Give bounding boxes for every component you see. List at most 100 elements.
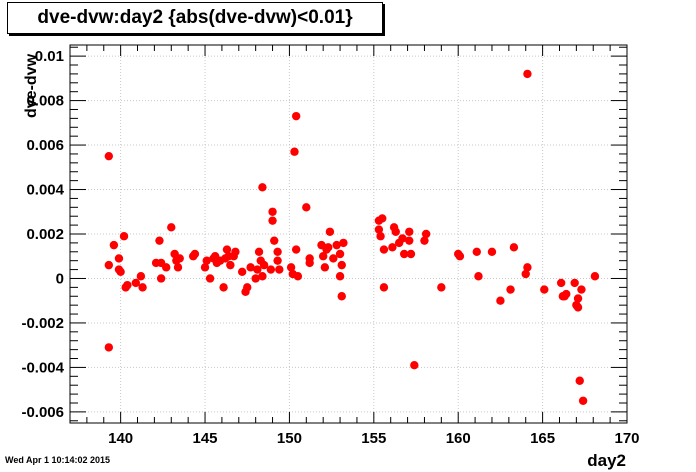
timestamp-footer: Wed Apr 1 10:14:02 2015 bbox=[5, 455, 111, 465]
plot-frame bbox=[69, 44, 628, 424]
data-point bbox=[420, 236, 429, 245]
data-point bbox=[254, 247, 264, 256]
data-point bbox=[325, 227, 335, 236]
y-axis-label: dve-dvw bbox=[23, 53, 40, 118]
data-point bbox=[200, 263, 210, 272]
data-point bbox=[119, 232, 129, 241]
data-point bbox=[388, 243, 397, 252]
data-point bbox=[332, 240, 341, 250]
x-tick-label: 140 bbox=[108, 430, 133, 447]
data-point bbox=[521, 269, 530, 279]
data-point bbox=[337, 260, 346, 270]
data-point bbox=[104, 343, 114, 352]
data-point bbox=[379, 245, 389, 254]
data-point bbox=[573, 303, 583, 312]
data-point bbox=[335, 272, 345, 281]
data-point bbox=[410, 360, 419, 370]
y-tick-label: 0.008 bbox=[26, 93, 64, 110]
data-point bbox=[374, 225, 384, 234]
data-point bbox=[175, 254, 184, 263]
data-point bbox=[523, 69, 532, 79]
data-point bbox=[123, 280, 132, 290]
data-point bbox=[167, 223, 176, 232]
x-tick-label: 170 bbox=[614, 430, 639, 447]
data-point bbox=[405, 227, 414, 236]
data-point bbox=[253, 265, 262, 274]
data-point bbox=[205, 274, 215, 283]
data-point bbox=[173, 263, 183, 272]
chart-title-box: dve-dvw:day2 {abs(dve-dvw)<0.01} bbox=[7, 2, 383, 34]
data-point bbox=[291, 111, 301, 121]
data-point bbox=[131, 278, 141, 288]
data-point bbox=[273, 247, 282, 256]
data-point bbox=[109, 240, 119, 250]
y-tick-label: 0.002 bbox=[26, 226, 64, 243]
data-point bbox=[337, 292, 346, 301]
data-point bbox=[405, 236, 414, 245]
data-point bbox=[302, 203, 311, 212]
data-point bbox=[259, 260, 269, 270]
data-point bbox=[590, 272, 600, 281]
y-tick-label: -0.006 bbox=[21, 404, 64, 421]
data-point bbox=[320, 263, 330, 272]
data-point bbox=[324, 243, 333, 252]
data-point bbox=[273, 256, 282, 265]
data-point bbox=[305, 258, 314, 268]
data-point bbox=[116, 267, 125, 276]
data-point bbox=[104, 260, 114, 270]
data-point bbox=[237, 267, 247, 276]
x-tick-label: 155 bbox=[361, 430, 386, 447]
data-point bbox=[270, 236, 279, 245]
data-point bbox=[156, 274, 166, 283]
data-point bbox=[487, 247, 497, 256]
chart-title: dve-dvw:day2 {abs(dve-dvw)<0.01} bbox=[37, 7, 353, 28]
data-point bbox=[578, 396, 588, 405]
x-axis-ticks: 140 145 150 155 160 165 170 bbox=[69, 45, 640, 447]
x-tick-label: 145 bbox=[193, 430, 218, 447]
data-point bbox=[114, 254, 124, 263]
y-tick-label: 0.006 bbox=[26, 137, 64, 154]
data-point bbox=[335, 249, 345, 259]
data-point bbox=[379, 283, 389, 292]
data-point bbox=[219, 283, 228, 292]
y-tick-label: -0.002 bbox=[21, 315, 64, 332]
data-point bbox=[268, 207, 277, 216]
data-point bbox=[291, 245, 301, 254]
data-point bbox=[202, 256, 211, 265]
data-point bbox=[575, 376, 584, 385]
data-points bbox=[104, 69, 600, 405]
data-point bbox=[226, 260, 235, 270]
data-point bbox=[562, 289, 571, 299]
x-tick-label: 160 bbox=[446, 430, 471, 447]
data-point bbox=[496, 296, 505, 305]
data-point bbox=[540, 285, 549, 294]
y-tick-label: 0 bbox=[56, 270, 64, 287]
data-point bbox=[136, 272, 146, 281]
data-point bbox=[162, 263, 171, 272]
x-axis-label: day2 bbox=[587, 451, 626, 470]
data-point bbox=[286, 263, 296, 272]
data-point bbox=[570, 278, 579, 288]
data-point bbox=[155, 236, 164, 245]
data-point bbox=[275, 265, 284, 274]
data-point bbox=[506, 285, 515, 294]
grid-lines bbox=[70, 45, 628, 423]
data-point bbox=[138, 283, 147, 292]
data-point bbox=[509, 243, 519, 252]
data-point bbox=[523, 263, 532, 272]
data-point bbox=[329, 254, 338, 263]
y-axis-ticks: -0.006 -0.004 -0.002 0 0.002 0.004 0.006 0.008 0… bbox=[21, 46, 627, 422]
data-point bbox=[266, 265, 276, 274]
data-point bbox=[472, 247, 481, 256]
data-point bbox=[556, 278, 566, 288]
data-point bbox=[474, 272, 483, 281]
data-point bbox=[222, 245, 232, 254]
data-point bbox=[231, 247, 240, 256]
data-point bbox=[437, 283, 446, 292]
data-point bbox=[318, 252, 328, 261]
data-point bbox=[398, 234, 407, 243]
data-point bbox=[293, 272, 303, 281]
y-tick-label: 0.01 bbox=[35, 48, 64, 65]
data-point bbox=[406, 249, 416, 259]
